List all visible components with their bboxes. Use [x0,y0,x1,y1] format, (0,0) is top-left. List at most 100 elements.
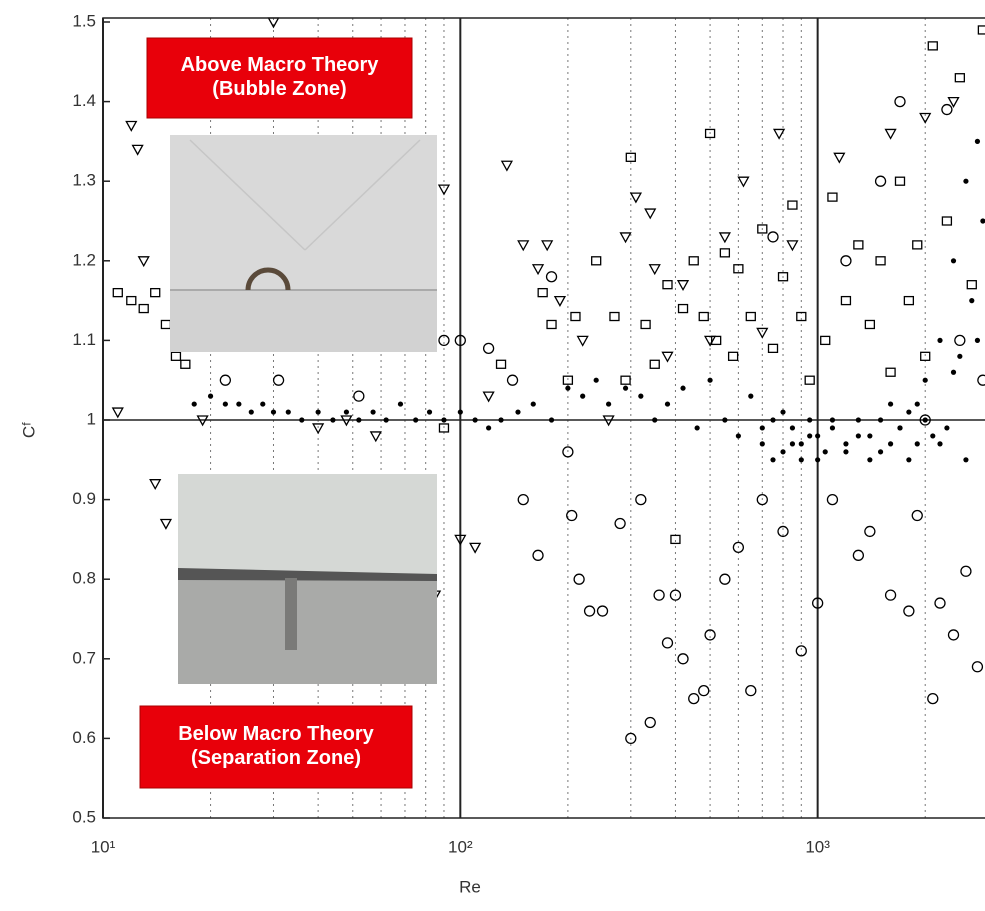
point [356,417,362,423]
point [531,264,545,276]
x-tick-label: 10³ [805,837,830,856]
point [914,441,920,447]
point [826,493,839,506]
point [541,240,554,252]
point [843,441,849,447]
point [786,240,799,252]
y-tick-label: 1.3 [72,171,96,190]
point [732,541,745,554]
point [977,25,985,35]
point [820,335,831,346]
point [112,287,123,298]
point [867,433,873,439]
point [969,298,975,304]
y-tick-label: 0.9 [72,489,96,508]
point [811,597,824,609]
point [894,95,906,108]
point [815,433,821,439]
point [815,457,821,463]
point [756,493,768,506]
point [787,200,798,210]
point [662,280,673,290]
point [884,589,897,601]
point [789,425,796,431]
point [565,385,571,391]
annotation: Above Macro Theory (Bubble Zone) [181,54,380,100]
x-tick-label: 10¹ [91,837,116,856]
point [644,716,656,729]
point [638,393,644,399]
point [498,417,504,423]
point [759,425,765,431]
point [454,534,467,546]
point [580,393,586,399]
point [383,417,389,423]
point [677,303,689,314]
point [180,359,191,369]
point [609,311,620,322]
point [887,441,894,447]
point [593,377,599,383]
photo-separation [178,474,437,684]
point [707,377,713,383]
point [413,417,419,423]
point [602,415,615,427]
point [789,441,796,447]
point [620,375,631,385]
point [735,433,741,439]
point [971,661,984,673]
point [795,645,807,657]
point [704,629,716,641]
point [954,334,966,347]
point [853,240,864,250]
point [160,319,172,330]
point [922,417,928,423]
point [219,374,232,386]
point [772,128,786,140]
point [718,232,731,244]
point [919,112,932,124]
point [454,334,466,347]
point [884,128,897,140]
point [517,493,529,506]
point [546,319,557,330]
point [426,409,433,415]
point [532,549,544,561]
point [545,271,558,283]
point [867,457,873,463]
point [260,401,266,407]
point [486,425,492,431]
point [840,255,852,267]
point [807,433,813,439]
point [661,351,674,363]
point [974,138,981,144]
point [457,409,463,415]
point [840,295,852,306]
point [960,565,972,577]
point [495,359,507,369]
point [711,335,722,346]
point [944,425,950,431]
point [591,256,602,266]
point [855,417,861,423]
point [777,525,789,538]
y-tick-label: 1.5 [72,11,96,30]
point [911,509,923,522]
point [125,120,138,132]
point [756,327,769,339]
point [664,401,671,407]
point [159,518,173,530]
point [670,534,681,545]
point [648,264,661,276]
point [285,409,291,415]
point [619,232,632,244]
plot-frame [102,17,985,819]
point [353,390,365,402]
point [914,401,920,407]
point [874,175,887,187]
point [919,414,931,426]
point [974,337,981,343]
point [912,240,923,250]
point [236,401,242,407]
